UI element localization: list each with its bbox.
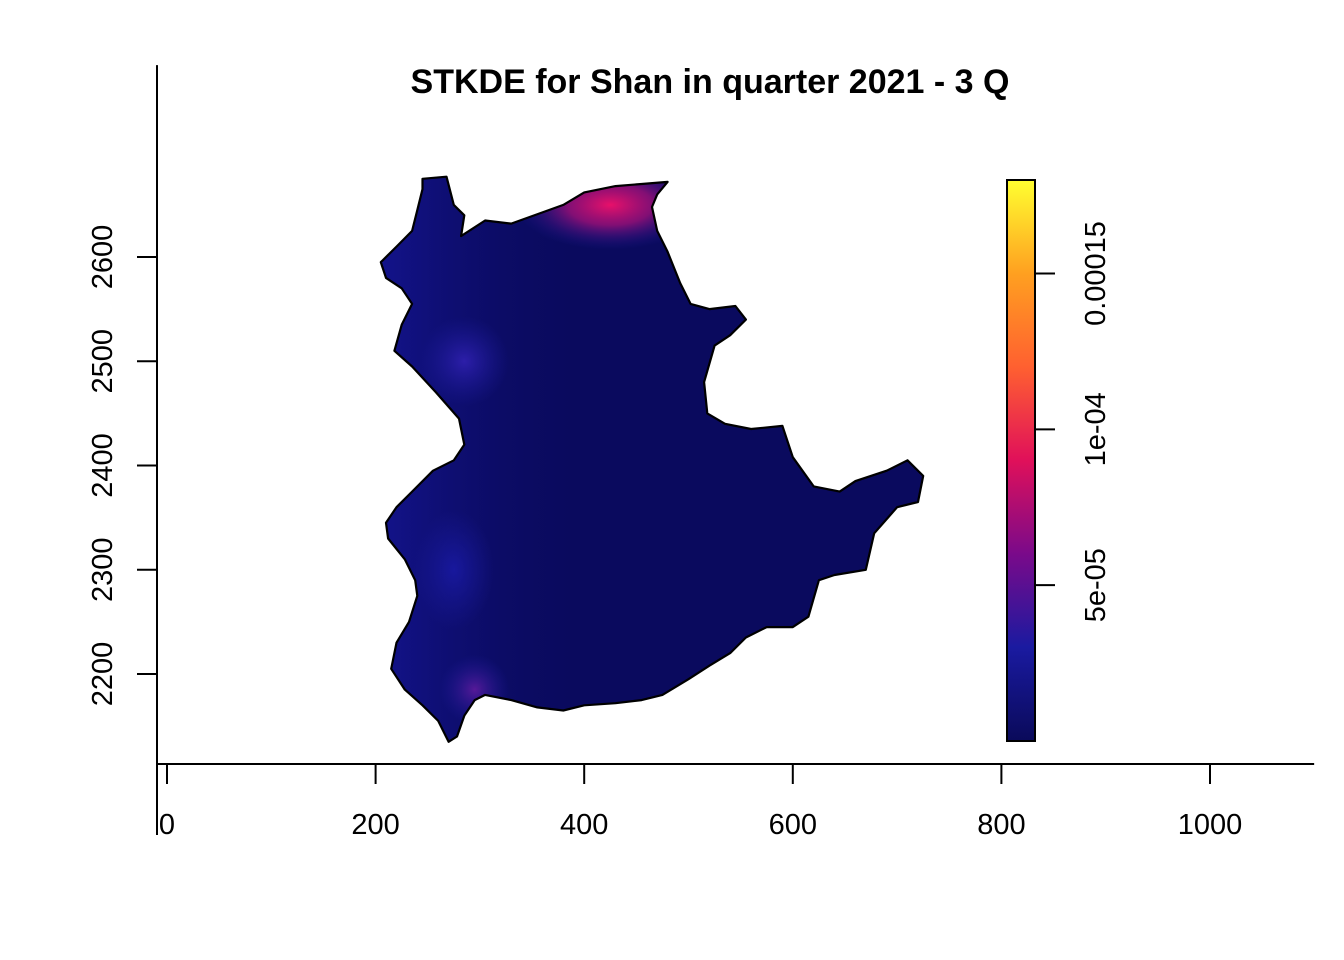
colorbar-tick-label: 0.00015 [1080, 221, 1112, 326]
y-tick-label: 2400 [87, 433, 119, 498]
chart-title: STKDE for Shan in quarter 2021 - 3 Q [411, 63, 1010, 101]
x-tick-label: 200 [351, 809, 399, 841]
density-hotspot [515, 176, 706, 250]
density-hotspot [413, 509, 494, 630]
x-tick-label: 600 [769, 809, 817, 841]
shan-region-outline [379, 175, 925, 743]
x-tick-label: 800 [977, 809, 1025, 841]
y-tick-label: 2600 [87, 225, 119, 290]
colorbar: 5e-05 1e-04 0.00015 [1006, 179, 1112, 742]
y-tick-label: 2200 [87, 642, 119, 707]
x-tick-label: 0 [159, 809, 175, 841]
density-map [379, 175, 925, 743]
density-hotspot [439, 654, 510, 725]
y-tick-label: 2500 [87, 329, 119, 394]
x-tick-label: 1000 [1178, 809, 1243, 841]
y-tick-label: 2300 [87, 537, 119, 602]
colorbar-gradient [1006, 179, 1036, 742]
x-tick-label: 400 [560, 809, 608, 841]
density-hotspot [419, 316, 510, 407]
colorbar-tick-label: 5e-05 [1080, 548, 1112, 622]
axes: 0 200 400 600 800 1000 2200 2300 2400 2500 2600 [87, 65, 1315, 841]
colorbar-tick-label: 1e-04 [1080, 392, 1112, 466]
